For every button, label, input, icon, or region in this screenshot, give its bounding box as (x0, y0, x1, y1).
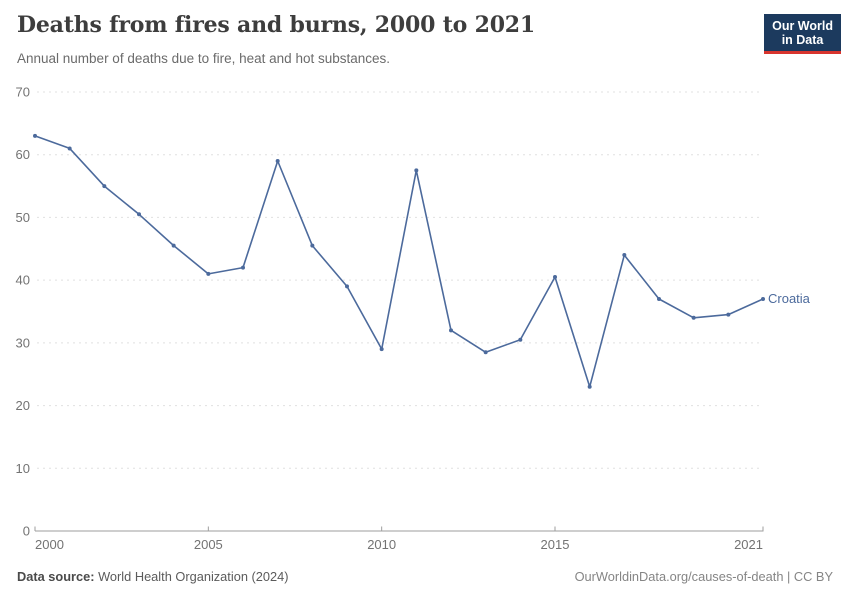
y-tick-label: 40 (16, 273, 30, 288)
data-point (761, 296, 765, 301)
series-end-label: Croatia (768, 291, 811, 306)
data-point (206, 271, 211, 276)
data-point (622, 253, 627, 258)
data-point (553, 275, 557, 280)
data-point (275, 158, 280, 163)
data-line (34, 135, 764, 388)
owid-logo-line2: in Data (781, 33, 824, 47)
data-point (726, 312, 731, 317)
data-point (67, 146, 72, 151)
chart-title: Deaths from fires and burns, 2000 to 202… (17, 12, 536, 38)
owid-logo: Our World in Data (764, 14, 841, 54)
data-point (345, 284, 349, 289)
data-source-note: Data source: World Health Organization (… (17, 569, 288, 584)
data-point (483, 350, 488, 355)
y-tick-label: 20 (16, 398, 30, 413)
license-credit: OurWorldinData.org/causes-of-death | CC … (574, 569, 833, 584)
data-point (33, 133, 37, 138)
y-tick-label: 10 (16, 461, 30, 476)
chart-subtitle: Annual number of deaths due to fire, hea… (17, 51, 391, 66)
data-point (657, 296, 661, 301)
x-tick-label: 2010 (367, 537, 396, 552)
data-point (241, 265, 245, 270)
data-point (171, 243, 176, 248)
data-point (449, 328, 453, 333)
data-point (691, 315, 696, 320)
x-tick-label: 2015 (541, 537, 570, 552)
data-source-value: World Health Organization (2024) (94, 569, 289, 584)
data-point (102, 184, 107, 189)
x-tick-label: 2000 (35, 537, 64, 552)
y-tick-label: 70 (16, 85, 30, 100)
y-tick-label: 60 (16, 147, 30, 162)
x-tick-label: 2021 (734, 537, 763, 552)
y-tick-label: 50 (16, 210, 30, 225)
data-point (137, 212, 141, 217)
data-source-label: Data source: (17, 569, 95, 584)
data-point (379, 347, 384, 352)
data-point (414, 168, 419, 173)
data-point (310, 243, 315, 248)
y-tick-label: 0 (23, 524, 30, 539)
data-point (518, 337, 523, 342)
data-point (587, 384, 592, 389)
y-tick-label: 30 (16, 335, 30, 350)
x-tick-label: 2005 (194, 537, 223, 552)
chart-footer: Data source: World Health Organization (… (17, 569, 833, 584)
owid-logo-line1: Our World (772, 19, 833, 33)
